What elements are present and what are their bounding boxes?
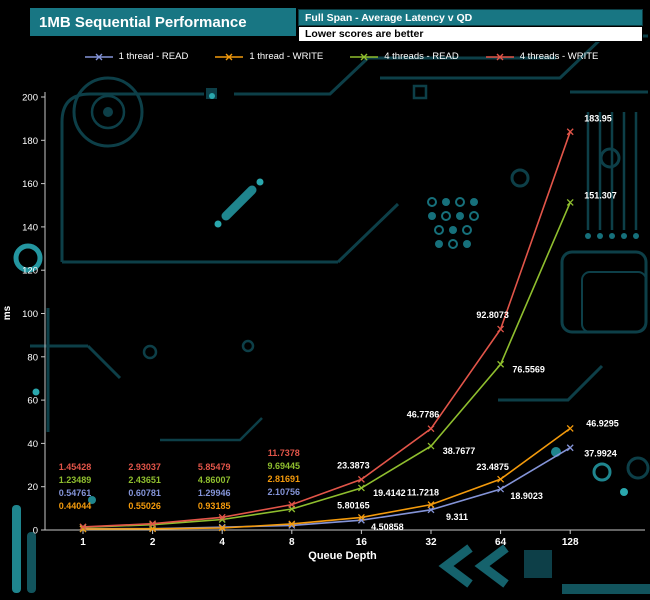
data-point — [566, 424, 574, 432]
data-label: 2.10756 — [268, 487, 301, 497]
data-label: 23.3873 — [337, 460, 370, 470]
chart-title: 1MB Sequential Performance — [30, 8, 296, 36]
data-label: 92.8073 — [476, 310, 509, 320]
y-tick-label: 120 — [22, 266, 38, 277]
data-label: 151.307 — [584, 190, 617, 200]
data-point — [357, 484, 365, 492]
data-label: 9.69445 — [268, 461, 301, 471]
x-tick-label: 16 — [356, 537, 368, 548]
x-tick-label: 64 — [495, 537, 507, 548]
data-label: 4.86007 — [198, 475, 231, 485]
legend-item: 4 threads - READ — [349, 51, 459, 62]
data-label: 37.9924 — [584, 449, 617, 459]
y-axis-title: ms — [2, 305, 13, 320]
data-point — [566, 198, 574, 206]
data-point — [427, 501, 435, 509]
data-point — [288, 520, 296, 528]
legend-label: 1 thread - WRITE — [249, 51, 324, 62]
legend-item: 4 threads - WRITE — [485, 51, 599, 62]
legend-item: 1 thread - READ — [84, 51, 189, 62]
chart-title-text: 1MB Sequential Performance — [39, 13, 247, 31]
y-tick-label: 200 — [22, 93, 38, 104]
data-point — [427, 506, 435, 514]
x-axis-title: Queue Depth — [308, 550, 377, 562]
data-point — [218, 513, 226, 521]
series-line-3 — [82, 131, 571, 528]
data-label: 0.93185 — [198, 501, 231, 511]
chart-subtitle-bar: Full Span - Average Latency v QD — [298, 9, 643, 26]
data-label: 1.29946 — [198, 488, 231, 498]
data-label: 0.55026 — [128, 501, 161, 511]
data-label: 1.45428 — [59, 462, 92, 472]
data-label: 18.9023 — [510, 491, 543, 501]
data-label: 0.54761 — [59, 488, 92, 498]
data-point — [566, 128, 574, 136]
data-point — [497, 475, 505, 483]
data-label: 46.7786 — [407, 410, 440, 420]
y-tick-label: 100 — [22, 309, 38, 320]
data-point — [497, 360, 505, 368]
y-tick-label: 40 — [27, 439, 38, 450]
series-line-1 — [82, 427, 571, 530]
data-label: 9.311 — [446, 512, 468, 522]
data-label: 2.93037 — [128, 462, 161, 472]
x-tick-label: 8 — [289, 537, 295, 548]
data-point — [288, 501, 296, 509]
x-tick-label: 2 — [150, 537, 156, 548]
legend-item: 1 thread - WRITE — [214, 51, 323, 62]
legend-label: 1 thread - READ — [118, 51, 189, 62]
data-point — [357, 475, 365, 483]
data-label: 5.85479 — [198, 462, 231, 472]
data-point — [149, 520, 157, 528]
data-point — [427, 442, 435, 450]
data-label: 2.43651 — [128, 475, 161, 485]
y-tick-label: 160 — [22, 179, 38, 190]
y-tick-label: 80 — [27, 352, 38, 363]
chart-note-bar: Lower scores are better — [298, 26, 643, 42]
data-label: 183.95 — [584, 114, 612, 124]
y-tick-label: 20 — [27, 482, 38, 493]
y-tick-label: 0 — [33, 526, 38, 537]
data-point — [357, 513, 365, 521]
y-tick-label: 60 — [27, 396, 38, 407]
data-label: 1.23489 — [59, 475, 92, 485]
data-point — [497, 485, 505, 493]
y-tick-label: 180 — [22, 136, 38, 147]
data-point — [218, 524, 226, 532]
data-label: 23.4875 — [476, 462, 509, 472]
data-label: 0.60781 — [128, 488, 161, 498]
x-tick-label: 32 — [425, 537, 437, 548]
data-point — [497, 325, 505, 333]
data-label: 2.81691 — [268, 474, 301, 484]
y-tick-label: 140 — [22, 222, 38, 233]
legend-label: 4 threads - READ — [384, 51, 459, 62]
data-point — [566, 444, 574, 452]
legend-swatch-icon — [215, 53, 244, 60]
series-line-2 — [82, 202, 571, 529]
x-tick-label: 128 — [562, 537, 579, 548]
data-label: 11.7218 — [407, 488, 439, 498]
data-label: 11.7378 — [268, 448, 300, 458]
data-point — [79, 523, 87, 531]
data-label: 0.44044 — [59, 501, 92, 511]
data-label: 19.4142 — [373, 488, 406, 498]
legend-label: 4 threads - WRITE — [519, 51, 599, 62]
legend-swatch-icon — [485, 53, 514, 60]
legend: 1 thread - READ 1 thread - WRITE 4 threads… — [45, 51, 637, 62]
chart-note-text: Lower scores are better — [305, 28, 424, 40]
x-tick-label: 1 — [80, 537, 86, 548]
data-point — [427, 425, 435, 433]
x-tick-label: 4 — [219, 537, 225, 548]
data-label: 5.80165 — [337, 500, 370, 510]
legend-swatch-icon — [84, 53, 113, 60]
data-label: 4.50858 — [371, 522, 404, 532]
data-label: 38.7677 — [443, 446, 476, 456]
data-label: 76.5569 — [512, 364, 545, 374]
chart-subtitle-text: Full Span - Average Latency v QD — [305, 11, 473, 24]
legend-swatch-icon — [350, 53, 379, 60]
data-label: 46.9295 — [586, 418, 619, 428]
